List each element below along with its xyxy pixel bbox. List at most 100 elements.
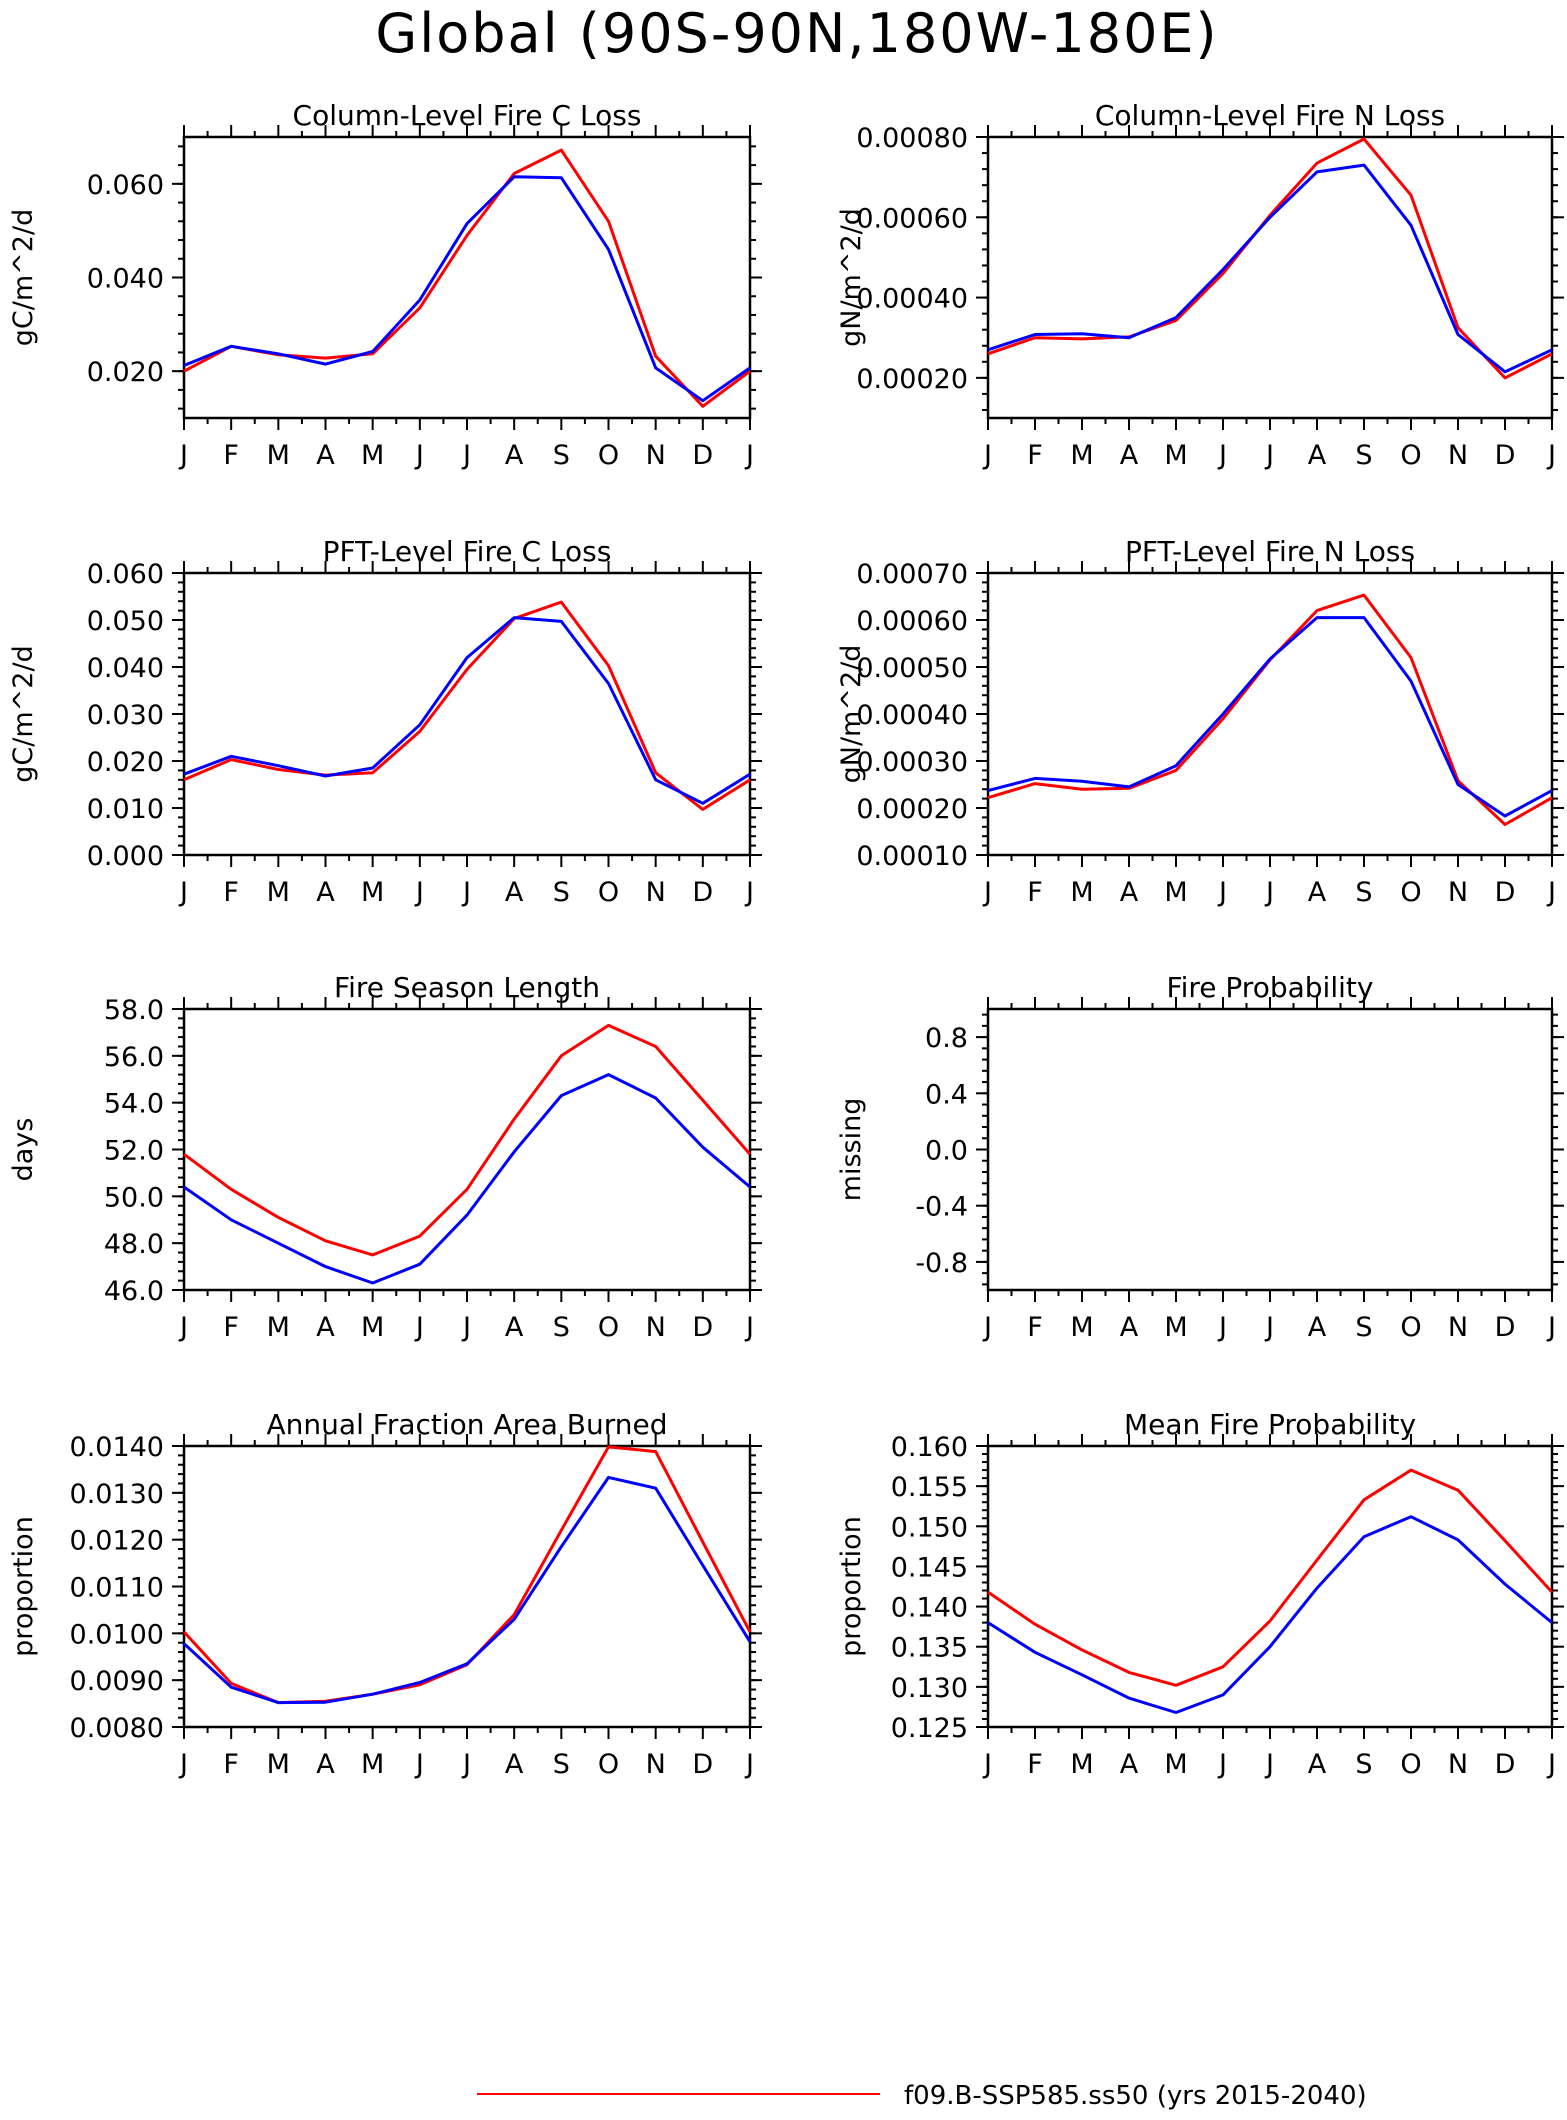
- y-tick-label: 0.060: [87, 559, 164, 590]
- x-tick-label: J: [1217, 1312, 1227, 1343]
- y-tick-label: 0.030: [87, 700, 164, 731]
- y-tick-label: 0.000: [87, 841, 164, 872]
- x-tick-label: J: [1546, 877, 1556, 908]
- x-tick-label: F: [1027, 877, 1043, 908]
- x-tick-label: D: [692, 1312, 713, 1343]
- legend: f09.B-SSP585.ss50 (yrs 2015-2040): [477, 2081, 1367, 2111]
- y-tick-label: 56.0: [104, 1042, 164, 1073]
- x-tick-label: M: [267, 1749, 290, 1780]
- x-tick-label: M: [361, 1312, 384, 1343]
- legend-label: f09.B-SSP585.ss50 (yrs 2015-2040): [904, 2081, 1367, 2111]
- x-tick-label: M: [361, 877, 384, 908]
- y-tick-label: -0.8: [915, 1248, 968, 1279]
- y-tick-label: 0.0110: [70, 1573, 164, 1604]
- y-tick-label: 0.135: [891, 1633, 968, 1664]
- x-tick-label: A: [505, 1312, 524, 1343]
- series-line-2: [987, 163, 1553, 374]
- x-tick-label: J: [1264, 1312, 1274, 1343]
- x-tick-label: A: [316, 877, 335, 908]
- x-tick-label: J: [1264, 440, 1274, 471]
- plot-frame: [986, 1007, 1554, 1292]
- plot-frame: [182, 571, 752, 857]
- x-tick-label: N: [646, 440, 666, 471]
- x-tick-label: J: [414, 877, 424, 908]
- y-tick-label: -0.4: [915, 1192, 968, 1223]
- x-tick-label: F: [223, 440, 239, 471]
- x-tick-label: F: [1027, 440, 1043, 471]
- x-tick-label: O: [598, 877, 619, 908]
- x-tick-label: F: [223, 1312, 239, 1343]
- x-tick-label: J: [461, 877, 471, 908]
- y-axis-label: gC/m^2/d: [8, 209, 39, 346]
- x-tick-label: S: [1355, 1312, 1372, 1343]
- y-tick-label: 0.00030: [856, 747, 968, 778]
- x-tick-label: A: [1308, 877, 1327, 908]
- x-tick-label: J: [461, 440, 471, 471]
- y-tick-label: 0.00040: [856, 284, 968, 315]
- x-tick-label: A: [505, 1749, 524, 1780]
- x-tick-label: J: [414, 440, 424, 471]
- x-tick-label: M: [1164, 1749, 1187, 1780]
- y-tick-label: 0.00070: [856, 559, 968, 590]
- x-tick-label: S: [1355, 440, 1372, 471]
- x-tick-label: M: [1070, 440, 1093, 471]
- y-tick-label: 0.140: [891, 1593, 968, 1624]
- series-line-2: [987, 616, 1553, 818]
- y-axis-label: days: [8, 1118, 39, 1182]
- y-tick-label: 0.00010: [856, 841, 968, 872]
- x-tick-label: M: [1070, 1312, 1093, 1343]
- x-tick-label: J: [1546, 1312, 1556, 1343]
- y-tick-label: 0.0120: [70, 1526, 164, 1557]
- x-tick-label: O: [1400, 440, 1421, 471]
- x-tick-label: D: [1495, 1312, 1516, 1343]
- x-tick-label: S: [1355, 877, 1372, 908]
- x-tick-label: A: [316, 1749, 335, 1780]
- plot-frame: [986, 571, 1554, 857]
- x-tick-label: A: [1120, 440, 1139, 471]
- x-tick-label: N: [1448, 440, 1468, 471]
- x-tick-label: J: [982, 1312, 992, 1343]
- x-tick-label: N: [646, 1312, 666, 1343]
- plot-frame: [182, 1007, 752, 1292]
- y-axis-label: missing: [836, 1098, 867, 1202]
- series-line-1: [987, 1468, 1554, 1687]
- x-tick-label: F: [1027, 1749, 1043, 1780]
- y-tick-label: 0.0: [925, 1136, 968, 1167]
- y-tick-label: 0.00060: [856, 606, 968, 637]
- y-axis-label: proportion: [8, 1516, 39, 1657]
- y-tick-label: 0.020: [87, 747, 164, 778]
- x-tick-label: J: [1217, 877, 1227, 908]
- y-axis-label: gN/m^2/d: [836, 645, 867, 784]
- x-tick-label: J: [1264, 877, 1274, 908]
- plot-frame: [986, 1444, 1554, 1729]
- series-line-2: [183, 175, 751, 403]
- x-tick-label: J: [414, 1749, 424, 1780]
- x-tick-label: A: [1308, 1749, 1327, 1780]
- series-line-1: [183, 148, 751, 408]
- x-tick-label: O: [598, 1312, 619, 1343]
- x-tick-label: J: [178, 1312, 188, 1343]
- x-tick-label: J: [744, 1312, 754, 1343]
- y-tick-label: 0.00020: [856, 794, 968, 825]
- series-line-1: [183, 1023, 752, 1257]
- y-tick-label: 0.050: [87, 606, 164, 637]
- x-tick-label: O: [1400, 877, 1421, 908]
- x-tick-label: N: [1448, 1312, 1468, 1343]
- y-tick-label: 0.00050: [856, 653, 968, 684]
- y-tick-label: 52.0: [104, 1136, 164, 1167]
- x-tick-label: S: [553, 440, 570, 471]
- x-tick-label: M: [361, 440, 384, 471]
- y-axis-label: proportion: [836, 1516, 867, 1657]
- x-tick-label: A: [505, 440, 524, 471]
- x-tick-label: F: [223, 1749, 239, 1780]
- y-tick-label: 0.8: [925, 1023, 968, 1054]
- x-tick-label: A: [1308, 440, 1327, 471]
- x-tick-label: A: [1308, 1312, 1327, 1343]
- y-tick-label: 0.145: [891, 1552, 968, 1583]
- x-tick-label: J: [982, 1749, 992, 1780]
- x-tick-label: M: [1070, 877, 1093, 908]
